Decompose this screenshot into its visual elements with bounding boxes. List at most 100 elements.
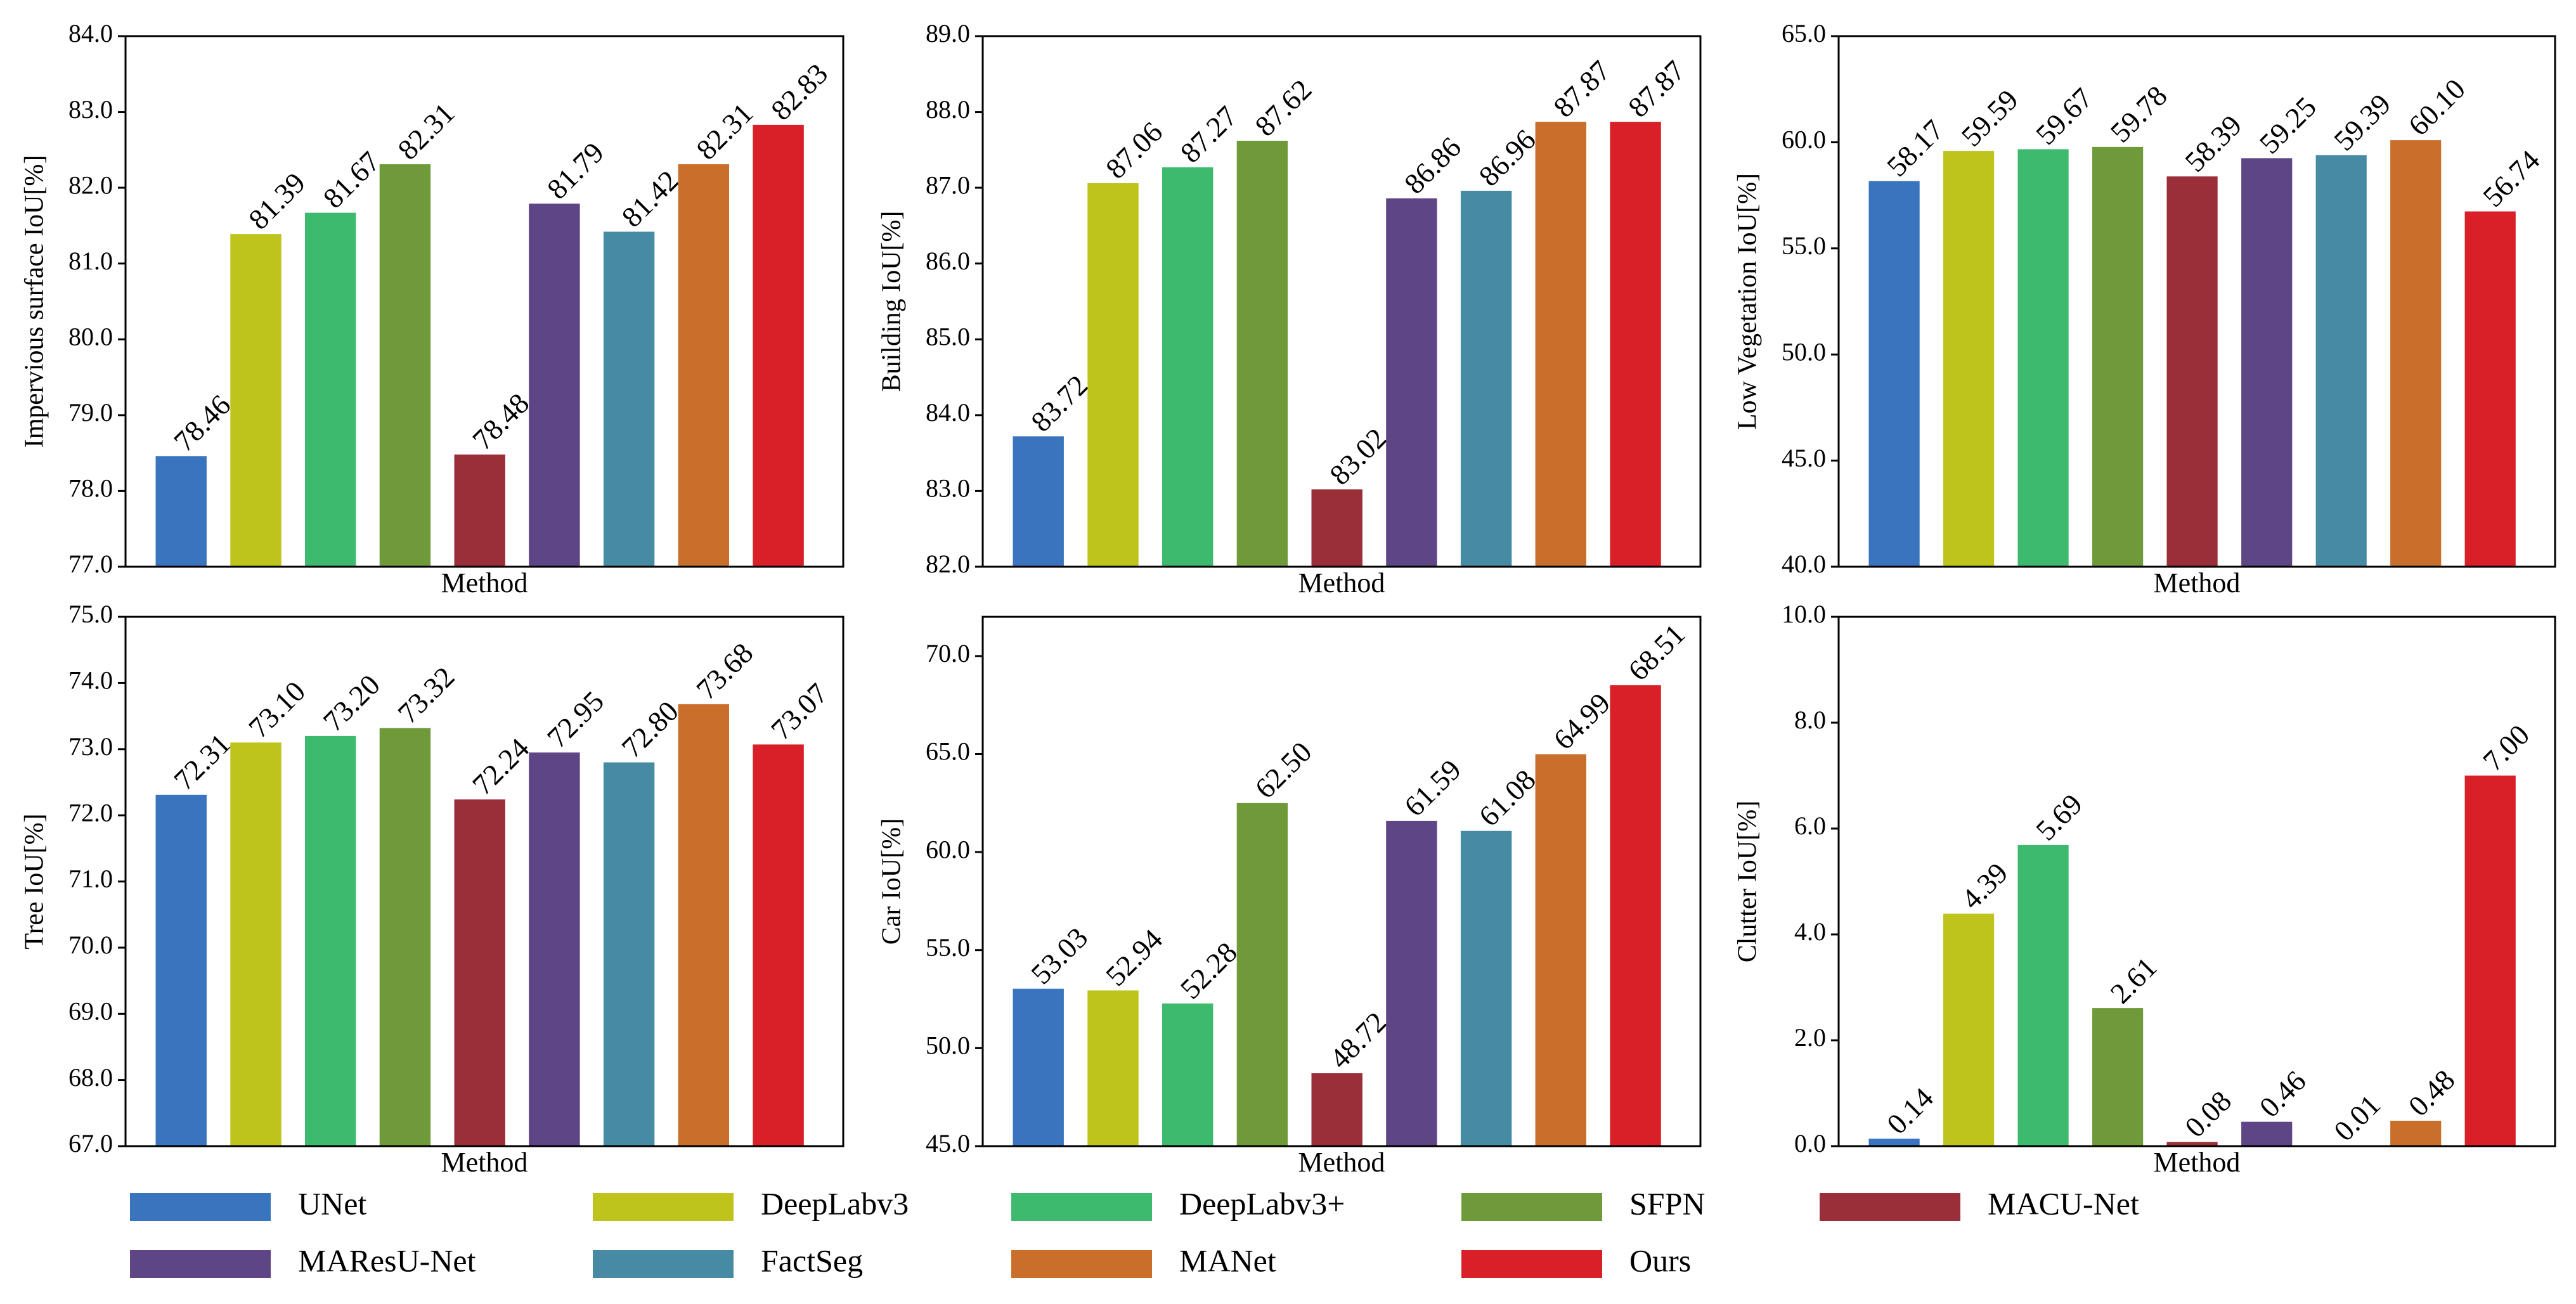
- bar-manet: [678, 704, 729, 1146]
- y-tick-label: 4.0: [1794, 917, 1826, 946]
- y-tick-label: 88.0: [926, 95, 970, 124]
- y-tick-label: 86.0: [926, 247, 970, 275]
- y-tick-label: 82.0: [68, 171, 113, 199]
- y-tick-label: 45.0: [926, 1129, 970, 1158]
- value-label: 72.80: [616, 695, 685, 764]
- bar-deeplabv3: [230, 234, 282, 567]
- bar-sfpn: [2092, 146, 2144, 567]
- value-label: 87.87: [1547, 54, 1616, 123]
- legend-label: DeepLabv3+: [1179, 1185, 1345, 1221]
- value-label: 73.07: [765, 677, 834, 746]
- bar-unet: [1013, 436, 1064, 567]
- value-label: 0.46: [2253, 1064, 2312, 1123]
- y-tick-label: 83.0: [926, 474, 970, 503]
- value-label: 0.14: [1880, 1081, 1939, 1140]
- axes-frame: [981, 35, 1702, 568]
- value-label: 0.01: [2327, 1088, 2386, 1147]
- legend-swatch: [593, 1193, 734, 1221]
- value-label: 59.25: [2253, 91, 2322, 160]
- bar-sfpn: [379, 164, 431, 567]
- legend-swatch: [1461, 1193, 1602, 1221]
- value-label: 86.86: [1398, 131, 1467, 200]
- value-label: 58.17: [1880, 113, 1950, 183]
- bar-ours: [1610, 685, 1661, 1146]
- y-tick-label: 50.0: [926, 1031, 970, 1060]
- value-label: 59.67: [2029, 82, 2099, 151]
- bar-deeplabv3: [1943, 151, 1995, 567]
- legend: UNet DeepLabv3 DeepLabv3+ SFPN MACU-Net MARes…: [130, 1185, 2139, 1278]
- bar-deeplabv3-: [1162, 1003, 1214, 1146]
- value-label: 87.27: [1174, 100, 1243, 169]
- value-label: 53.03: [1025, 921, 1094, 990]
- bar-maresu-net: [529, 203, 580, 567]
- value-label: 78.46: [167, 389, 236, 458]
- bar-deeplabv3: [230, 742, 282, 1146]
- legend-label: UNet: [298, 1185, 366, 1221]
- value-label: 5.69: [2029, 787, 2088, 846]
- bar-maresu-net: [1386, 820, 1437, 1146]
- x-axis-label: Method: [2154, 567, 2241, 598]
- legend-item-factseg: FactSeg: [593, 1243, 863, 1278]
- y-tick-label: 74.0: [68, 666, 113, 695]
- axes-frame: [1837, 616, 2556, 1147]
- x-axis-label: Method: [1298, 1147, 1385, 1178]
- value-label: 72.95: [541, 685, 610, 754]
- value-label: 78.48: [466, 387, 535, 456]
- value-label: 56.74: [2476, 144, 2546, 213]
- value-label: 73.20: [317, 668, 386, 737]
- bar-factseg: [1460, 830, 1512, 1146]
- bar-sfpn: [1236, 803, 1288, 1146]
- value-label: 61.08: [1473, 763, 1542, 832]
- value-label: 81.67: [317, 145, 386, 214]
- value-label: 62.50: [1248, 735, 1317, 804]
- bar-sfpn: [2092, 1008, 2144, 1146]
- value-label: 81.42: [616, 164, 685, 233]
- y-tick-label: 65.0: [1782, 19, 1826, 48]
- y-axis-label: Car IoU[%]: [877, 818, 907, 945]
- value-label: 58.39: [2178, 109, 2248, 178]
- y-tick-label: 80.0: [68, 322, 113, 351]
- legend-item-unet: UNet: [130, 1185, 366, 1221]
- bar-macu-net: [454, 455, 505, 567]
- y-tick-label: 50.0: [1782, 337, 1826, 366]
- bar-ours: [2464, 211, 2516, 567]
- bar-deeplabv3-: [2017, 149, 2069, 567]
- value-label: 68.51: [1622, 617, 1691, 687]
- value-label: 52.94: [1099, 923, 1168, 992]
- y-tick-label: 45.0: [1782, 444, 1826, 472]
- legend-label: DeepLabv3: [761, 1185, 909, 1221]
- value-label: 87.06: [1099, 115, 1168, 184]
- y-tick-label: 70.0: [926, 639, 970, 668]
- y-tick-label: 87.0: [926, 171, 970, 199]
- y-tick-label: 72.0: [68, 798, 113, 827]
- y-tick-label: 84.0: [926, 398, 970, 427]
- bar-unet: [155, 794, 207, 1146]
- bar-unet: [1013, 988, 1064, 1146]
- bar-deeplabv3: [1943, 913, 1995, 1146]
- legend-swatch: [1011, 1250, 1152, 1278]
- legend-label: FactSeg: [761, 1243, 863, 1278]
- bar-macu-net: [2166, 176, 2218, 567]
- bar-macu-net: [454, 799, 505, 1146]
- y-tick-label: 71.0: [68, 865, 113, 893]
- value-label: 7.00: [2476, 718, 2535, 777]
- y-tick-label: 55.0: [1782, 231, 1826, 260]
- bar-maresu-net: [2241, 1121, 2293, 1146]
- bar-unet: [155, 456, 207, 567]
- bar-ours: [753, 744, 804, 1146]
- y-axis-label: Low Vegetation IoU[%]: [1733, 173, 1763, 430]
- value-label: 81.39: [242, 166, 311, 235]
- legend-label: SFPN: [1629, 1185, 1705, 1221]
- y-axis-label: Tree IoU[%]: [20, 813, 49, 949]
- bar-deeplabv3: [1087, 990, 1139, 1146]
- y-tick-label: 67.0: [68, 1129, 113, 1158]
- value-label: 86.96: [1473, 123, 1542, 192]
- value-label: 0.08: [2178, 1085, 2237, 1144]
- value-label: 60.10: [2402, 72, 2471, 141]
- legend-label: MAResU-Net: [298, 1243, 476, 1278]
- bar-deeplabv3-: [1162, 167, 1214, 567]
- legend-item-macu-net: MACU-Net: [1820, 1185, 2139, 1221]
